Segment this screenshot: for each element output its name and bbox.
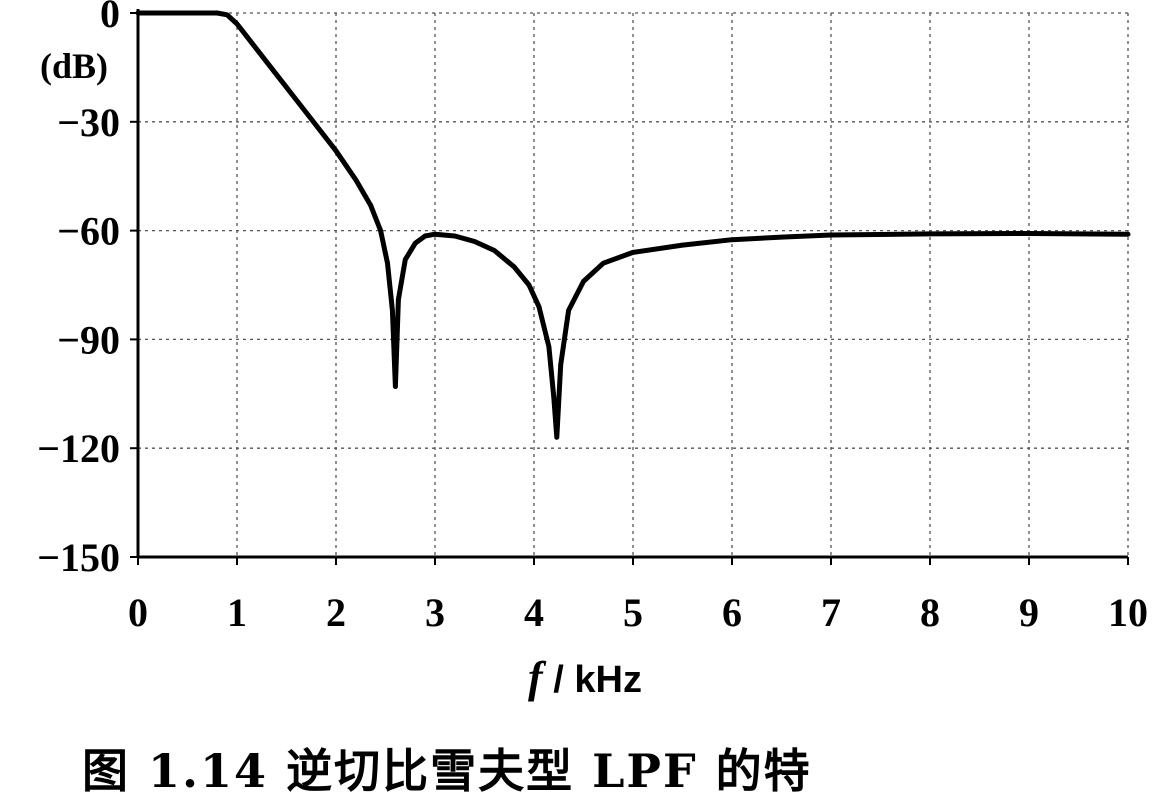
y-tick-label--60: −60 [57,209,120,254]
x-tick-label-9: 9 [1019,590,1039,635]
x-tick-label-6: 6 [722,590,742,635]
x-tick-label-0: 0 [128,590,148,635]
x-tick-label-1: 1 [227,590,247,635]
y-tick-label--30: −30 [57,100,120,145]
figure-caption: 图 1.14 逆切比雪夫型 LPF 的特 [82,744,812,798]
y-tick-label--120: −120 [37,426,120,471]
x-tick-label-4: 4 [524,590,544,635]
x-tick-label-2: 2 [326,590,346,635]
y-axis-unit-label: (dB) [40,46,108,86]
x-tick-label-5: 5 [623,590,643,635]
x-tick-label-3: 3 [425,590,445,635]
x-tick-label-8: 8 [920,590,940,635]
y-tick-label--150: −150 [37,535,120,580]
x-tick-label-10: 10 [1108,590,1148,635]
x-tick-label-7: 7 [821,590,841,635]
plot-area [135,10,1131,440]
x-axis-variable: f [528,653,547,702]
chart: 0 1 2 3 4 5 6 7 8 9 10 0 −30 −60 −90 −120 −150 (dB) f / … [37,0,1148,702]
y-tick-label-0: 0 [100,0,120,36]
series-line-0 [135,10,1131,440]
x-axis-unit: / kHz [543,659,642,701]
x-axis-title: f / kHz [528,653,642,702]
y-tick-label--90: −90 [57,317,120,362]
ticks: 0 1 2 3 4 5 6 7 8 9 10 0 −30 −60 −90 −120 −150 [37,0,1148,635]
grid [138,12,1129,557]
